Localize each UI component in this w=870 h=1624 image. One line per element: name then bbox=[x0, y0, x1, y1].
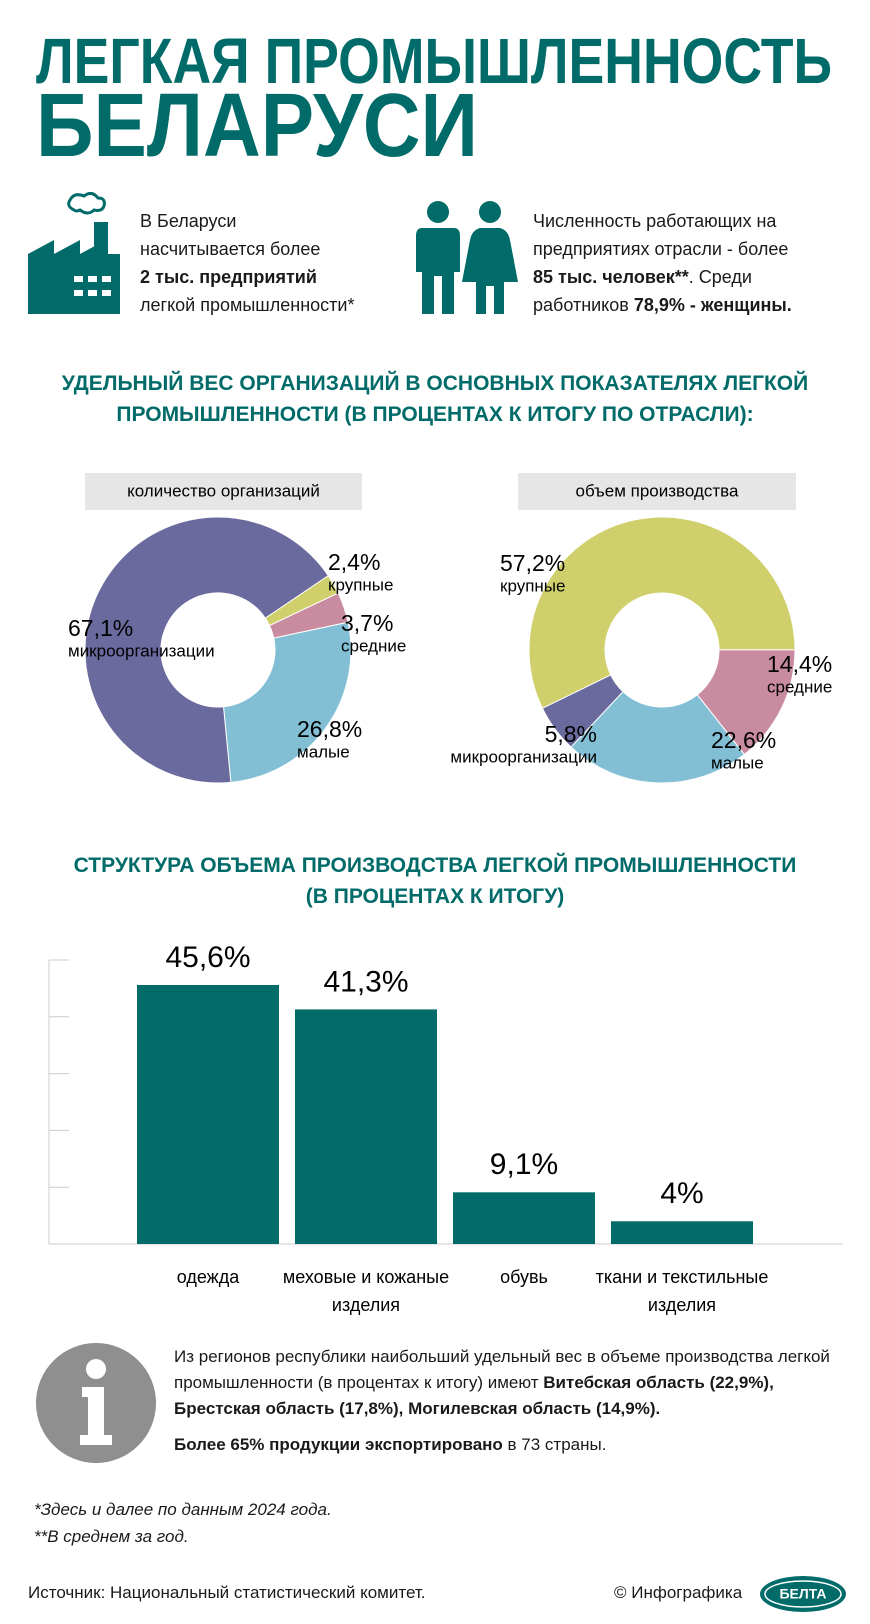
category-label: средние bbox=[767, 677, 832, 696]
category-label: микроорганизации bbox=[68, 641, 215, 660]
text-segment: насчитывается более bbox=[140, 239, 321, 259]
text-segment: предприятиях отрасли - более bbox=[533, 239, 789, 259]
fact-line: 85 тыс. человек**. Среди bbox=[533, 263, 792, 291]
fact-line: насчитывается более bbox=[140, 235, 354, 263]
value-label: 3,7% bbox=[341, 610, 393, 636]
x-tick-label: одежда bbox=[177, 1267, 240, 1287]
x-tick-label: обувь bbox=[500, 1267, 548, 1287]
fact-line: предприятиях отрасли - более bbox=[533, 235, 792, 263]
footnote: **В среднем за год. bbox=[34, 1527, 189, 1546]
value-label: 67,1% bbox=[68, 615, 133, 641]
value-label: 5,8% bbox=[545, 721, 597, 747]
donut-slice bbox=[84, 516, 329, 784]
bar bbox=[611, 1221, 753, 1244]
text-segment: В Беларуси bbox=[140, 211, 237, 231]
text-segment: . Среди bbox=[688, 267, 752, 287]
fact-line: легкой промышленности* bbox=[140, 291, 354, 319]
bar bbox=[295, 1009, 437, 1244]
value-label: 14,4% bbox=[767, 651, 832, 677]
category-label: средние bbox=[341, 636, 406, 655]
title-line: БЕЛАРУСИ bbox=[36, 76, 478, 176]
text-segment: Более 65% продукции экспортировано bbox=[174, 1435, 503, 1454]
donut-slice bbox=[222, 621, 352, 783]
value-label: 45,6% bbox=[165, 941, 250, 974]
donut-slice bbox=[528, 516, 796, 709]
text-segment: Из регионов республики наибольший удельн… bbox=[174, 1347, 830, 1392]
charts: количество организаций2,4%крупные3,7%сре… bbox=[48, 473, 843, 1315]
category-label: крупные bbox=[328, 575, 393, 594]
footnote: *Здесь и далее по данным 2024 года. bbox=[34, 1500, 332, 1519]
info-icon bbox=[36, 1343, 156, 1463]
fact-line: Численность работающих на bbox=[533, 207, 792, 235]
text-segment: легкой промышленности* bbox=[140, 295, 355, 315]
text-segment: работников bbox=[533, 295, 634, 315]
source: Источник: Национальный статистический ко… bbox=[28, 1583, 426, 1602]
x-tick-label: меховые и кожаные изделия bbox=[283, 1267, 449, 1315]
category-label: крупные bbox=[500, 576, 565, 595]
fact-line: работников 78,9% - женщины. bbox=[533, 291, 792, 319]
value-label: 41,3% bbox=[323, 965, 408, 998]
section-title: УДЕЛЬНЫЙ ВЕС ОРГАНИЗАЦИЙ В ОСНОВНЫХ ПОКА… bbox=[61, 372, 809, 426]
fact: В Беларуси насчитывается более 2 тыс. пред… bbox=[140, 207, 354, 319]
bar bbox=[453, 1192, 595, 1244]
value-label: 57,2% bbox=[500, 550, 565, 576]
category-label: малые bbox=[711, 753, 764, 772]
logo-text: БЕЛТА bbox=[779, 1586, 826, 1602]
value-label: 2,4% bbox=[328, 549, 380, 575]
fact-line: В Беларуси bbox=[140, 207, 354, 235]
chart-title: объем производства bbox=[576, 481, 739, 500]
info-paragraph: Из регионов республики наибольший удельн… bbox=[174, 1344, 850, 1422]
logo: БЕЛТА bbox=[760, 1576, 846, 1612]
text-segment: 2 тыс. предприятий bbox=[140, 267, 317, 287]
chart-title: количество организаций bbox=[127, 481, 320, 500]
value-label: 22,6% bbox=[711, 727, 776, 753]
chart-label-box bbox=[85, 473, 362, 510]
section-title: СТРУКТУРА ОБЪЕМА ПРОИЗВОДСТВА ЛЕГКОЙ ПРО… bbox=[73, 854, 797, 908]
category-label: микроорганизации bbox=[450, 747, 597, 766]
title-line: ЛЕГКАЯ ПРОМЫШЛЕННОСТЬ bbox=[36, 25, 832, 97]
info-text: Из регионов республики наибольший удельн… bbox=[174, 1344, 850, 1468]
text-segment: в 73 страны. bbox=[502, 1435, 607, 1454]
text-segment: 85 тыс. человек** bbox=[533, 267, 689, 287]
value-label: 9,1% bbox=[490, 1148, 558, 1181]
donut-slice bbox=[570, 690, 746, 784]
text-segment: 78,9% - женщины. bbox=[633, 295, 792, 315]
bar bbox=[137, 984, 279, 1244]
text-segment: Витебская область (22,9%), Брестская обл… bbox=[174, 1373, 774, 1418]
value-label: 26,8% bbox=[297, 716, 362, 742]
factory-icon bbox=[28, 192, 120, 314]
header: ЛЕГКАЯ ПРОМЫШЛЕННОСТЬ БЕЛАРУСИ bbox=[36, 25, 832, 176]
people-icon bbox=[416, 201, 518, 314]
x-tick-label: ткани и текстильные изделия bbox=[596, 1267, 769, 1315]
info-paragraph: Более 65% продукции экспортировано в 73 … bbox=[174, 1432, 850, 1458]
donut-slice bbox=[541, 674, 624, 748]
fact: Численность работающих на предприятиях от… bbox=[533, 207, 792, 319]
text-segment: Численность работающих на bbox=[533, 211, 777, 231]
credit: © Инфографика bbox=[614, 1583, 743, 1602]
value-label: 4% bbox=[660, 1177, 703, 1210]
category-label: малые bbox=[297, 742, 350, 761]
fact-line: 2 тыс. предприятий bbox=[140, 263, 354, 291]
chart-label-box bbox=[518, 473, 796, 510]
